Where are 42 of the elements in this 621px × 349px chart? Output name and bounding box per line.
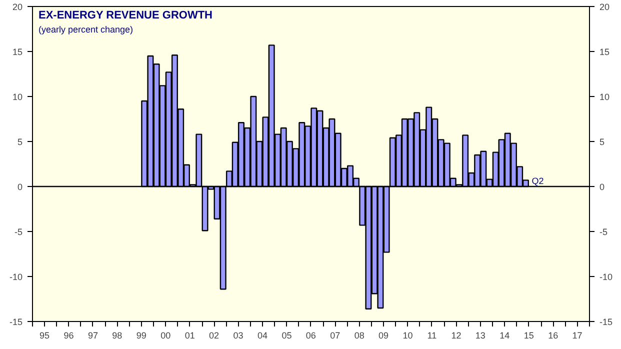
x-tick-label: 01 <box>184 330 195 340</box>
x-tick-label: 13 <box>475 330 486 340</box>
x-tick-label: 06 <box>306 330 316 340</box>
y2-tick-label: 0 <box>600 182 605 192</box>
x-tick-label: 15 <box>524 330 534 340</box>
y2-tick-label: 5 <box>600 137 605 147</box>
x-tick-label: 17 <box>572 330 582 340</box>
y2-tick-label: 15 <box>600 47 610 57</box>
y-tick-label: 10 <box>12 92 23 102</box>
y2-tick-label: -10 <box>600 272 613 282</box>
x-tick-label: 97 <box>88 330 98 340</box>
x-tick-label: 16 <box>548 330 558 340</box>
y2-tick-label: 20 <box>600 2 610 12</box>
x-tick-label: 07 <box>330 330 340 340</box>
y-tick-label: -10 <box>9 272 23 282</box>
y-tick-label: 15 <box>12 47 23 57</box>
x-tick-label: 00 <box>160 330 171 340</box>
x-tick-label: 03 <box>233 330 244 340</box>
x-tick-label: 96 <box>64 330 74 340</box>
y-tick-label: -5 <box>14 227 23 237</box>
x-tick-label: 11 <box>427 330 437 340</box>
x-tick-label: 99 <box>136 330 146 340</box>
x-tick-label: 10 <box>402 330 413 340</box>
x-tick-label: 95 <box>39 330 50 340</box>
x-tick-label: 04 <box>257 330 268 340</box>
x-tick-label: 98 <box>112 330 122 340</box>
y2-tick-label: -5 <box>600 227 608 237</box>
annotation: Q2 <box>532 176 544 186</box>
chart-title: EX-ENERGY REVENUE GROWTH <box>38 10 213 22</box>
x-tick-label: 14 <box>500 330 510 340</box>
x-tick-label: 02 <box>209 330 220 340</box>
y-tick-label: 0 <box>17 182 23 192</box>
y-tick-label: -15 <box>9 317 23 327</box>
x-tick-label: 09 <box>378 330 389 340</box>
x-tick-label: 12 <box>451 330 462 340</box>
y2-tick-label: 10 <box>600 92 610 102</box>
y2-tick-label: -15 <box>600 317 613 327</box>
x-tick-label: 08 <box>354 330 364 340</box>
x-tick-label: 05 <box>282 330 292 340</box>
y-tick-label: 5 <box>17 137 23 147</box>
y-tick-label: 20 <box>12 2 23 12</box>
text: (yearly percent change) <box>38 24 134 34</box>
